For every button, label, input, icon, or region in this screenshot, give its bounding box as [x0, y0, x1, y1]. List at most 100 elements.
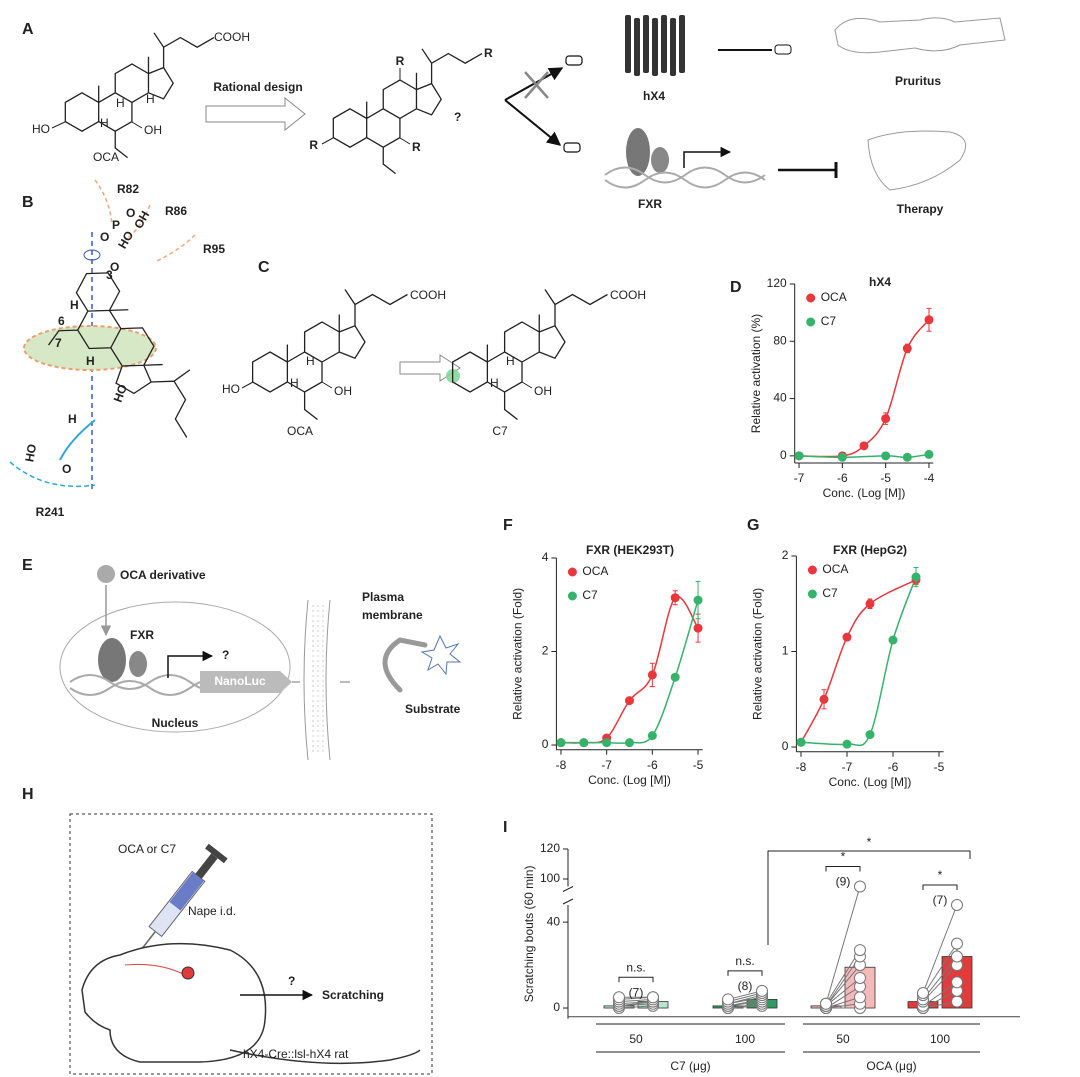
decoration: [205, 843, 228, 864]
subject-point: [951, 950, 963, 963]
x-tick-label: 50: [629, 1032, 643, 1046]
data-point: [794, 451, 804, 461]
skeleton: [251, 288, 409, 421]
hydroxyl-marker: [83, 249, 101, 261]
receptor-label: hX4: [643, 89, 665, 103]
legend-label: C7: [821, 314, 837, 328]
treatment-label: OCA or C7: [118, 842, 176, 856]
residue-label: R86: [165, 204, 187, 218]
decoration: [643, 15, 649, 73]
subject-point: [951, 995, 963, 1008]
hand-icon: [774, 44, 792, 55]
data-point: [670, 672, 680, 682]
data-point: [842, 632, 852, 642]
chart-title: hX4: [869, 275, 891, 289]
panel-label: F: [503, 517, 513, 534]
data-point: [911, 572, 921, 582]
membrane-label: Plasma: [362, 590, 404, 604]
data-point: [796, 737, 806, 747]
decoration: [563, 142, 581, 153]
subject-point: [951, 899, 963, 911]
decoration: O P O OH HO O: [100, 206, 152, 274]
significance-bracket: [618, 976, 654, 983]
data-point: [693, 623, 703, 633]
syringe: [136, 843, 228, 956]
data-point: [842, 739, 852, 749]
x-axis-label: Conc. (Log [M]): [588, 773, 671, 787]
legend-marker: [807, 589, 817, 599]
atom-label: H: [116, 96, 125, 110]
data-point: [924, 449, 934, 459]
significance-bracket: [825, 866, 861, 872]
atom-label: H: [290, 376, 299, 390]
atom-label: COOH: [410, 288, 446, 302]
decoration: [303, 599, 331, 761]
substrate-label: Substrate: [405, 702, 461, 716]
legend-label: OCA: [582, 564, 608, 578]
nucleus-label: Nucleus: [152, 716, 199, 730]
y-tick-label: 100: [540, 871, 560, 885]
panel-label: D: [730, 279, 742, 296]
x-axis-label: Conc. (Log [M]): [829, 775, 912, 789]
bond: [242, 382, 253, 388]
paired-line: [825, 964, 861, 1007]
r-group: R: [412, 140, 421, 154]
x-tick-label: 50: [836, 1032, 850, 1046]
x-tick-label: -8: [796, 760, 807, 774]
subject-point: [854, 944, 866, 957]
liver-illustration: [867, 130, 967, 191]
residue-label: R95: [203, 242, 225, 256]
subject-point: [854, 991, 866, 1004]
decoration: [652, 18, 658, 76]
subject-point: [854, 880, 866, 893]
x-tick-label: -6: [647, 758, 658, 772]
atom-label: HO: [111, 382, 130, 404]
data-point: [602, 738, 612, 748]
membrane-label: membrane: [362, 608, 423, 622]
decoration: [604, 171, 766, 189]
y-tick-label: 2: [782, 548, 789, 562]
decoration: [651, 147, 669, 173]
data-point: [924, 315, 934, 325]
x-tick-label: -5: [934, 760, 945, 774]
data-point: [859, 441, 869, 451]
y-tick-label: 0: [553, 1000, 560, 1014]
panel-label: A: [22, 21, 34, 38]
ligand: [97, 565, 115, 583]
decoration: [683, 146, 732, 168]
receptor-label: FXR: [130, 628, 154, 642]
bond: [400, 138, 410, 144]
subject-point: [820, 997, 832, 1010]
transcription-arrow: [167, 650, 214, 678]
y-axis-label: Scratching bouts (60 min): [522, 866, 536, 1003]
subject-point: [951, 937, 963, 950]
subject-point: [854, 971, 866, 984]
legend-label: OCA: [821, 290, 847, 304]
panel-label: B: [22, 194, 34, 211]
y-tick-label: 1: [782, 644, 789, 658]
group-label: OCA (μg): [866, 1059, 916, 1073]
decoration: [634, 18, 640, 76]
oca-molecule: [242, 288, 409, 421]
designed-molecule: [322, 48, 483, 175]
atom-label: H: [70, 298, 79, 312]
residue-label: R241: [36, 505, 65, 519]
subject-point: [613, 991, 625, 1004]
reporter-label: NanoLuc: [214, 674, 266, 688]
atom-label: H: [490, 376, 499, 390]
fxr-shape: [98, 638, 126, 682]
r-group: R: [484, 46, 493, 60]
n-label: (7): [933, 893, 948, 907]
rat-outline: [81, 942, 267, 1063]
legend-marker: [807, 565, 817, 575]
atom-label: OH: [144, 123, 162, 137]
y-axis-label: Relative activation (Fold): [751, 588, 765, 720]
data-point: [865, 730, 875, 740]
compound-label: C7: [492, 424, 508, 438]
y-tick-label: 0: [782, 739, 789, 753]
subject-point: [756, 984, 768, 997]
data-point: [837, 452, 847, 462]
significance-label: *: [841, 850, 846, 864]
legend-marker: [806, 293, 816, 303]
